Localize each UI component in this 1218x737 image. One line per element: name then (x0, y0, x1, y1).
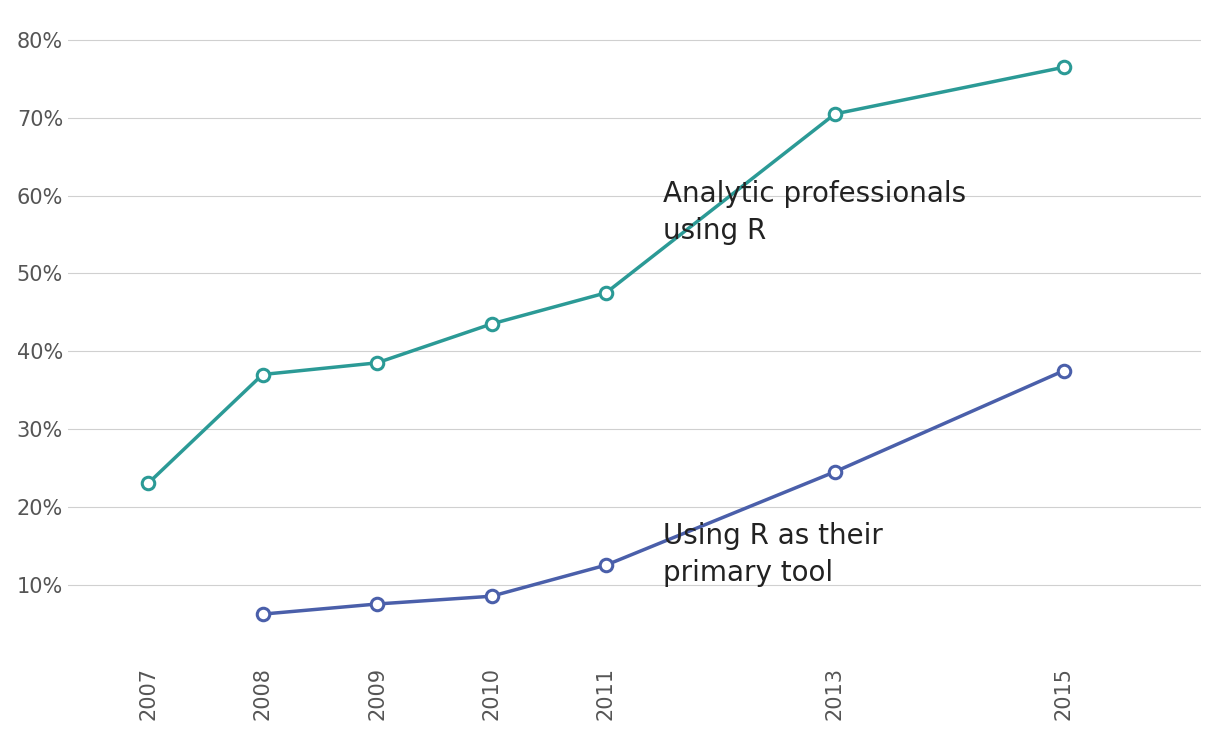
Text: Analytic professionals
using R: Analytic professionals using R (664, 180, 966, 245)
Text: Using R as their
primary tool: Using R as their primary tool (664, 523, 883, 587)
